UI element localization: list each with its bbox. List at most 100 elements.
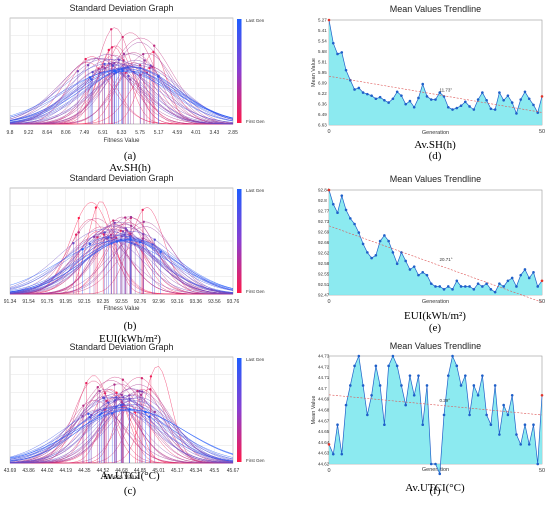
trend-area [329, 356, 542, 474]
y-tick-label: 5.27 [318, 18, 327, 23]
trend-angle-label: 20.71° [440, 257, 453, 262]
regression-line [328, 394, 543, 416]
trend-point [468, 285, 471, 288]
trend-point [421, 423, 425, 427]
trend-point [506, 94, 510, 97]
trend-point [404, 102, 407, 106]
gaussian-curve [9, 58, 234, 123]
trend-point [532, 103, 535, 107]
sample-point [149, 64, 152, 67]
x-tick-label: 44.52 [97, 468, 110, 474]
y-tick-label: 44.68 [318, 408, 330, 413]
y-tick-label: 92.84 [318, 188, 330, 193]
x-tick-label: 6.91 [98, 130, 108, 136]
trend-point [417, 374, 420, 377]
gaussian-curve [9, 393, 234, 463]
sample-point [124, 227, 127, 230]
trend-point [455, 364, 459, 368]
sample-point [142, 52, 145, 56]
sample-point [98, 389, 101, 393]
trend-point [357, 354, 361, 358]
trend-point [523, 268, 527, 271]
trend-point [344, 403, 348, 407]
gaussian-curve [9, 70, 234, 119]
trend-point [395, 90, 399, 94]
x-tick-label: 0 [327, 468, 330, 474]
trend-point [515, 433, 518, 436]
sample-point [111, 64, 115, 67]
x-tick-label: 91.95 [59, 299, 72, 305]
sample-point [105, 399, 108, 403]
trend-point [464, 285, 467, 288]
trend-point [459, 285, 463, 288]
y-tick-label: 92.66 [318, 240, 330, 245]
sample-point [149, 388, 152, 391]
trend-point [536, 111, 540, 114]
x-tick-label: 43.86 [22, 468, 35, 474]
sample-point [140, 377, 144, 380]
x-tick-label: 45.01 [152, 468, 165, 474]
regression-line [328, 75, 543, 113]
sample-point [113, 383, 116, 386]
y-tick-label: 44.64 [318, 440, 330, 445]
trend-point [446, 105, 450, 109]
trend-point [493, 290, 497, 294]
y-tick-label: 92.73 [318, 219, 330, 224]
x-tick-label: 5.75 [135, 130, 145, 136]
sample-point [121, 230, 125, 233]
trend-point [434, 462, 437, 466]
x-tick-label: 50 [539, 468, 545, 474]
trend-point [540, 393, 544, 397]
y-tick-label: 6.49 [318, 112, 327, 117]
trend-point [493, 384, 497, 387]
sample-point [81, 248, 84, 251]
sample-point [142, 220, 145, 224]
sample-point [139, 393, 143, 396]
trend-point [506, 279, 510, 283]
x-tick-label: 7.49 [79, 130, 89, 136]
sd-graph-a: Standard Deviation Graph 9.8 9.22 8.64 8.06 7… [7, 3, 265, 144]
gaussian-curve [9, 239, 234, 293]
x-axis-label: Generation [422, 467, 449, 473]
trend-point [425, 384, 429, 387]
sample-point [103, 392, 107, 395]
trend-point [400, 94, 403, 97]
trend-point [331, 452, 335, 456]
sample-point [129, 215, 133, 219]
trend-point [383, 423, 386, 427]
trend-point [502, 98, 505, 102]
caption-c-label: (c) [123, 485, 137, 497]
trend-point [481, 285, 484, 288]
trend-point [515, 285, 518, 288]
y-tick-label: 44.63 [318, 451, 330, 456]
x-tick-label: 9.8 [7, 130, 14, 136]
sample-point [91, 70, 94, 74]
gaussian-curve [9, 62, 233, 125]
trend-point [455, 279, 459, 283]
x-tick-label: 8.64 [42, 130, 52, 136]
sample-point [110, 28, 113, 31]
trend-point [481, 374, 484, 377]
y-tick-label: 92.77 [318, 209, 330, 214]
x-tick-label: 92.15 [78, 299, 91, 305]
trend-point [349, 78, 352, 82]
trend-point [425, 273, 429, 277]
trend-point [404, 259, 407, 263]
trend-point [506, 413, 510, 417]
legend-gradient-bar [237, 189, 242, 293]
sample-point [152, 44, 156, 47]
gaussian-curve [9, 407, 234, 462]
trend-point [527, 276, 531, 280]
trend-graph-d: Mean Values Trendline 5.27 5.41 5.54 5.68 5.8… [311, 4, 545, 136]
y-tick-label: 92.69 [318, 230, 330, 235]
trend-point [408, 268, 412, 271]
trend-point [532, 270, 535, 274]
trend-point [378, 384, 382, 387]
trend-point [532, 423, 535, 427]
sample-point [87, 412, 90, 416]
y-tick-label: 92.58 [318, 261, 330, 266]
trend-point [464, 374, 467, 377]
sample-point [77, 216, 81, 220]
x-tick-label: 44.68 [115, 468, 128, 474]
gaussian-curve [10, 397, 234, 464]
